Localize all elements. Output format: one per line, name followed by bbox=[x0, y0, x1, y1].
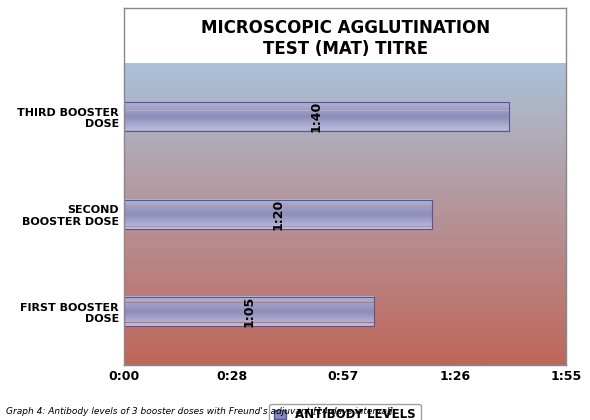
Bar bbox=[124, 225, 432, 226]
Bar bbox=[124, 318, 374, 320]
Bar bbox=[124, 297, 374, 326]
Bar bbox=[124, 222, 432, 223]
Text: 1:40: 1:40 bbox=[310, 101, 323, 132]
Bar bbox=[124, 199, 432, 200]
Bar bbox=[124, 117, 509, 118]
Bar bbox=[124, 108, 509, 109]
Bar bbox=[124, 207, 432, 208]
Bar bbox=[124, 299, 374, 301]
Text: MICROSCOPIC AGGLUTINATION: MICROSCOPIC AGGLUTINATION bbox=[201, 18, 490, 37]
Bar bbox=[124, 121, 509, 123]
Bar bbox=[124, 223, 432, 225]
Bar bbox=[124, 205, 432, 207]
Bar bbox=[124, 113, 509, 115]
Bar bbox=[124, 298, 374, 299]
Bar bbox=[124, 213, 432, 214]
Bar bbox=[124, 307, 374, 309]
Bar bbox=[124, 228, 432, 230]
Bar bbox=[124, 128, 509, 129]
Bar bbox=[124, 131, 509, 132]
Bar bbox=[124, 106, 509, 108]
Bar bbox=[124, 202, 432, 203]
Bar bbox=[124, 226, 432, 228]
Bar bbox=[124, 312, 374, 313]
Bar bbox=[124, 297, 374, 298]
Bar bbox=[124, 124, 509, 126]
Bar bbox=[124, 315, 374, 316]
Bar bbox=[124, 304, 374, 305]
Bar bbox=[124, 320, 374, 321]
Bar bbox=[124, 210, 432, 211]
Bar bbox=[124, 208, 432, 210]
Bar bbox=[124, 217, 432, 219]
Bar bbox=[124, 102, 509, 131]
Bar bbox=[124, 104, 509, 106]
Text: TEST (MAT) TITRE: TEST (MAT) TITRE bbox=[263, 40, 428, 58]
Bar bbox=[124, 321, 374, 323]
Bar bbox=[124, 118, 509, 120]
Bar bbox=[124, 110, 509, 112]
Bar bbox=[124, 115, 509, 117]
Bar bbox=[124, 323, 374, 324]
Bar bbox=[124, 326, 374, 327]
Bar bbox=[124, 112, 509, 113]
Text: 1:20: 1:20 bbox=[271, 199, 284, 230]
Bar bbox=[124, 200, 432, 229]
Text: 1:05: 1:05 bbox=[242, 296, 255, 327]
Bar bbox=[124, 200, 432, 202]
Bar bbox=[124, 310, 374, 312]
Text: Graph 4: Antibody levels of 3 booster doses with Freund's adjuvant [14 days inte: Graph 4: Antibody levels of 3 booster do… bbox=[6, 407, 393, 416]
Bar bbox=[124, 120, 509, 121]
Bar bbox=[124, 302, 374, 304]
Bar bbox=[124, 214, 432, 216]
Bar bbox=[124, 220, 432, 222]
Bar bbox=[124, 103, 509, 104]
Bar bbox=[124, 216, 432, 217]
Bar bbox=[124, 126, 509, 127]
Bar bbox=[124, 203, 432, 205]
Legend: ANTIBODY LEVELS: ANTIBODY LEVELS bbox=[270, 404, 421, 420]
Bar bbox=[124, 211, 432, 213]
Bar bbox=[124, 301, 374, 302]
Bar bbox=[124, 123, 509, 124]
Bar bbox=[124, 109, 509, 110]
Bar bbox=[124, 313, 374, 315]
Bar bbox=[124, 219, 432, 221]
Bar bbox=[124, 129, 509, 131]
Bar bbox=[124, 309, 374, 310]
Bar bbox=[124, 306, 374, 307]
Bar bbox=[124, 101, 509, 103]
Bar bbox=[124, 316, 374, 318]
Bar bbox=[124, 324, 374, 326]
